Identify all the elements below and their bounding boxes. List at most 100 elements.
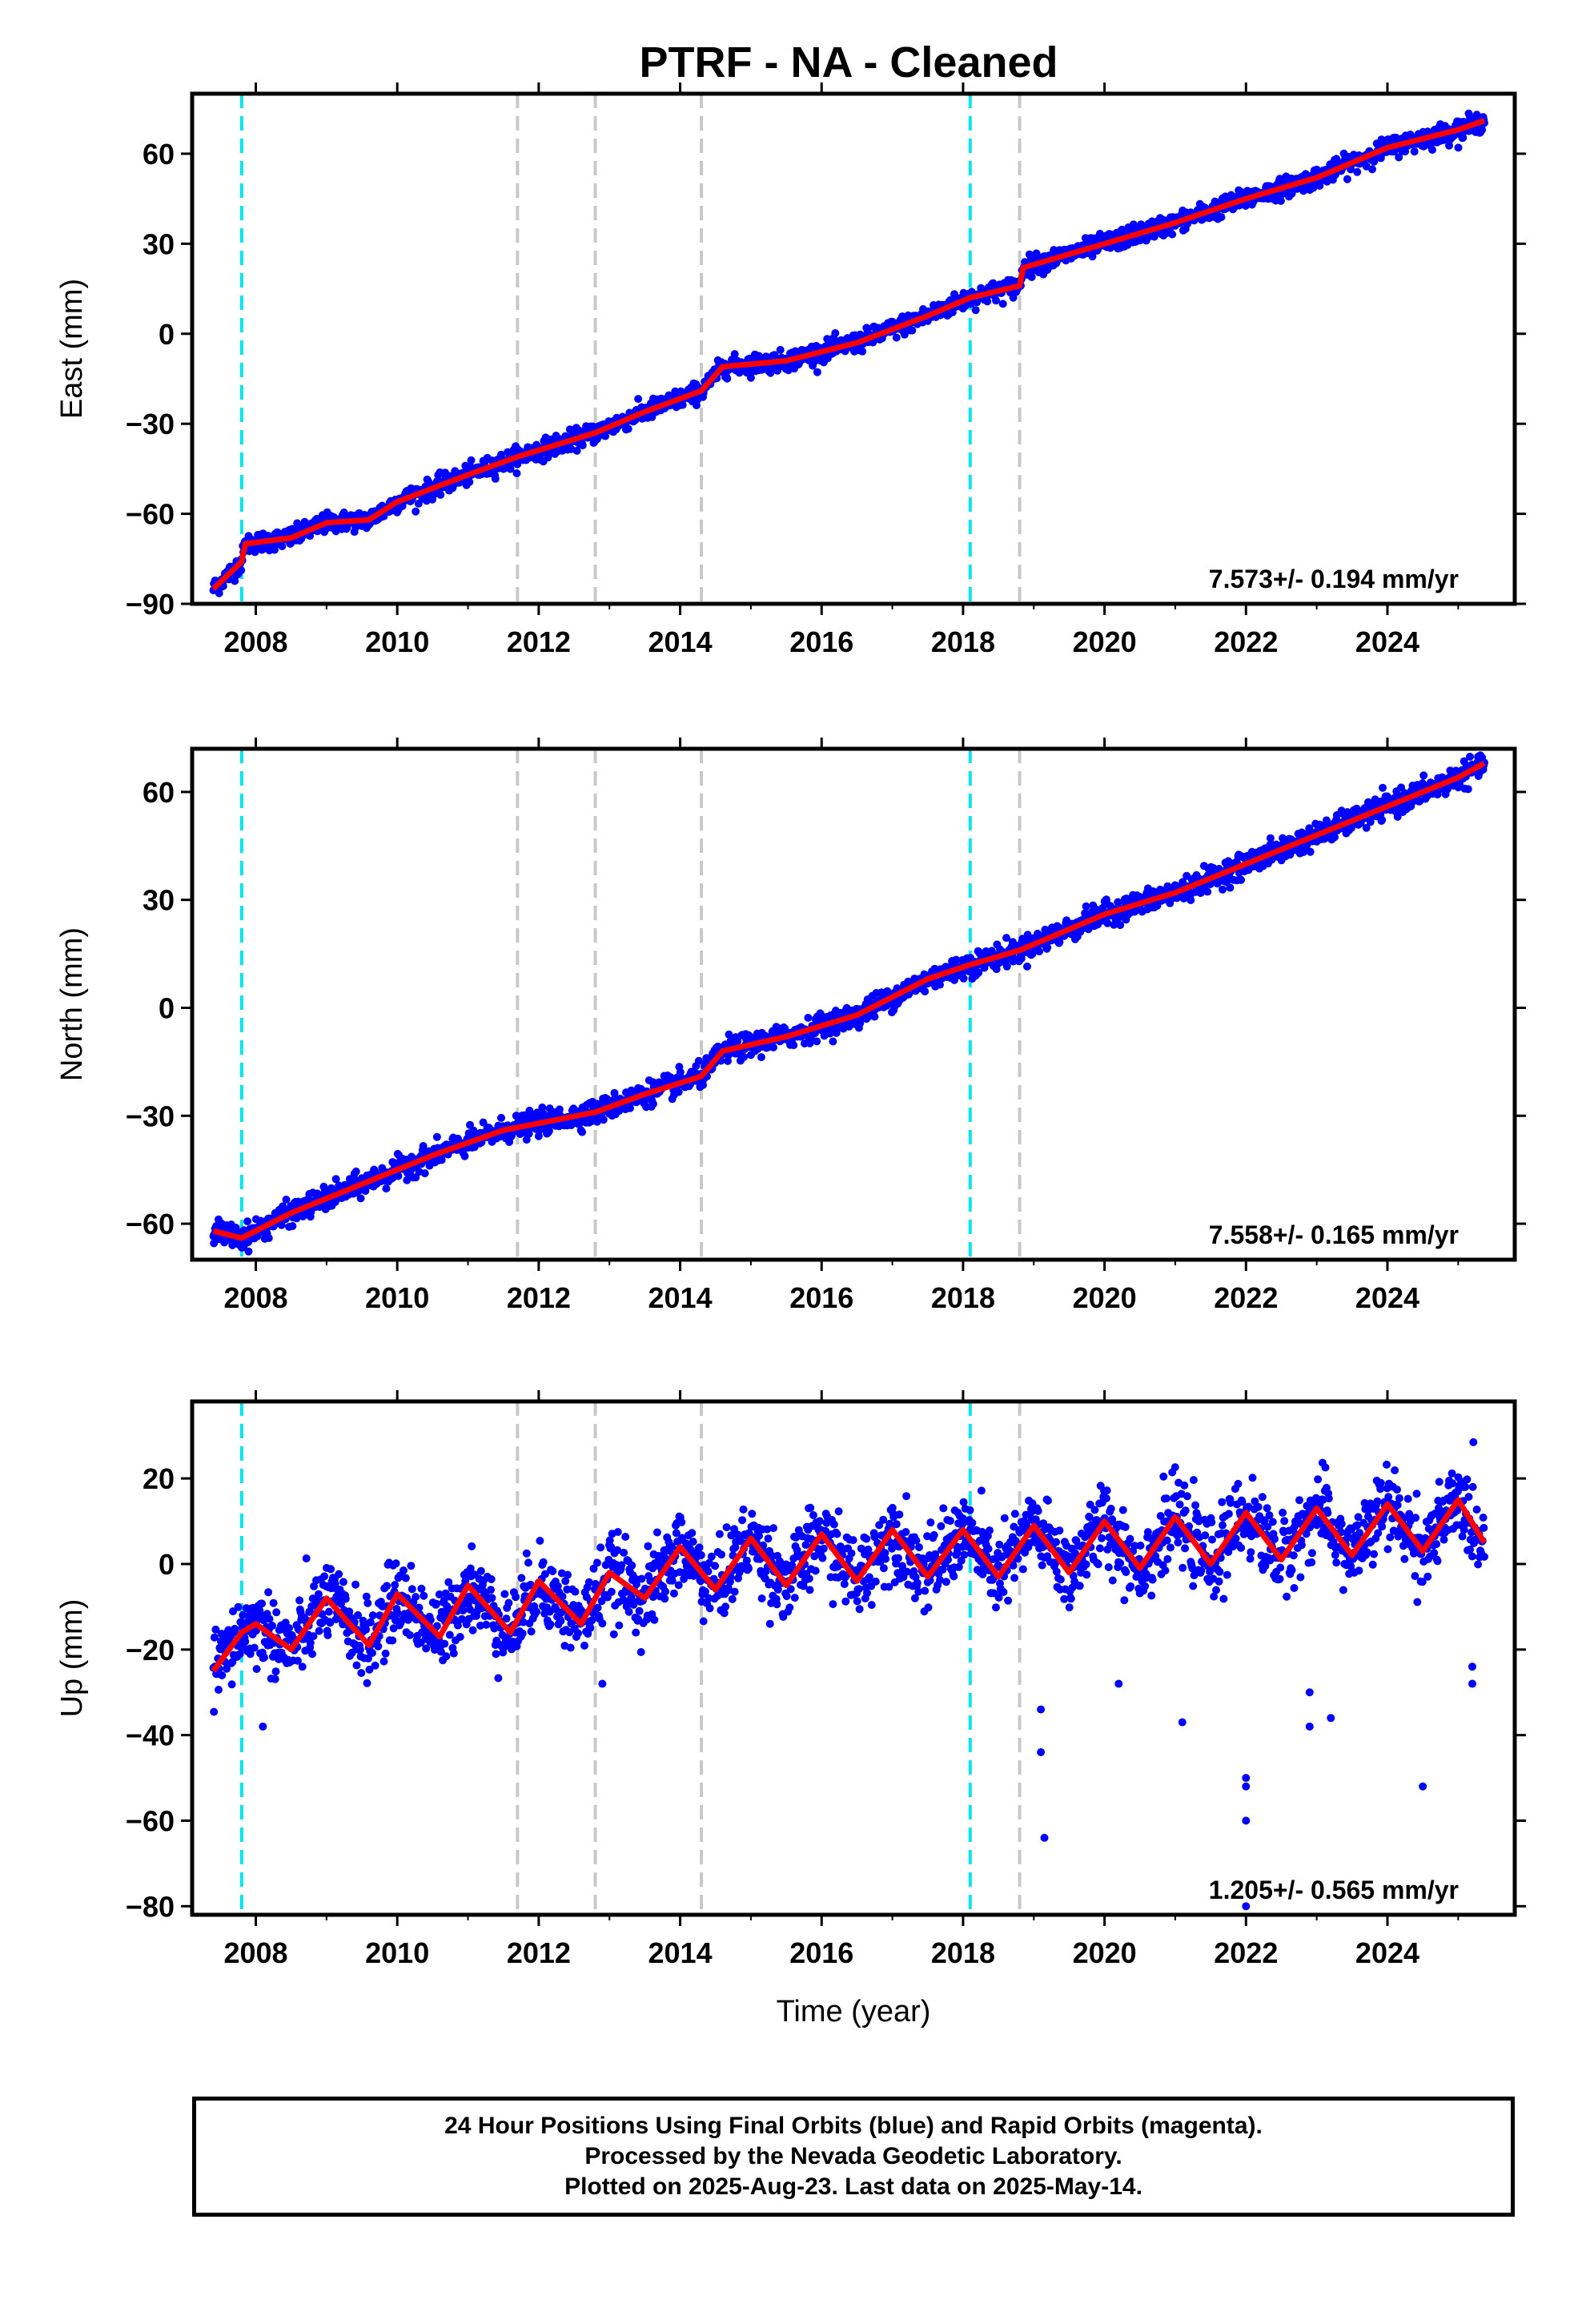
data-point [1276, 196, 1285, 205]
data-point [971, 306, 980, 315]
data-point [1287, 189, 1296, 198]
data-point [459, 1606, 468, 1614]
data-points [209, 1437, 1488, 1911]
data-point [415, 1603, 424, 1612]
data-point [626, 1104, 634, 1112]
data-point [331, 1579, 339, 1588]
data-point [394, 1172, 403, 1180]
data-point [362, 1592, 371, 1601]
data-point [674, 1088, 683, 1096]
data-point [444, 1578, 453, 1586]
data-point [211, 1625, 220, 1634]
data-point [1081, 909, 1090, 918]
data-point [388, 1636, 397, 1645]
data-point [524, 1129, 533, 1138]
data-point [1305, 824, 1314, 833]
y-tick-label: −30 [126, 408, 175, 440]
data-point [227, 1680, 236, 1689]
data-point [271, 1667, 280, 1676]
data-point [210, 1707, 219, 1716]
y-tick-label: 0 [159, 991, 175, 1024]
y-tick-label: 30 [143, 884, 175, 917]
data-point [432, 1599, 441, 1608]
data-point [241, 1637, 250, 1646]
data-point [453, 1621, 462, 1630]
data-point [306, 1638, 315, 1647]
x-tick-label: 2012 [507, 625, 571, 658]
x-tick-label: 2014 [648, 1281, 713, 1314]
data-point [1343, 175, 1351, 183]
data-point [298, 1663, 307, 1671]
data-point [314, 1590, 323, 1598]
data-point [1464, 785, 1472, 794]
data-point [393, 1609, 402, 1618]
data-point [1027, 273, 1036, 281]
data-point [1266, 834, 1275, 842]
data-point [959, 974, 968, 983]
data-point [366, 1618, 375, 1626]
data-point [804, 1013, 813, 1022]
data-point [1378, 815, 1387, 824]
data-point [1428, 146, 1436, 155]
data-point [383, 1582, 391, 1590]
data-point [723, 374, 732, 383]
data-point [1092, 905, 1101, 914]
data-point [368, 1611, 377, 1620]
data-point [1203, 887, 1212, 896]
data-point [293, 1656, 302, 1665]
data-point [324, 1607, 333, 1616]
data-point [740, 1052, 749, 1061]
data-point [382, 1184, 391, 1193]
data-point [936, 980, 944, 989]
y-tick-label: 60 [143, 138, 175, 171]
data-point [339, 1578, 347, 1586]
data-point [1237, 875, 1246, 884]
data-point [381, 1649, 390, 1658]
x-tick-label: 2020 [1073, 625, 1137, 658]
data-point [288, 1222, 297, 1230]
data-point [858, 347, 867, 356]
data-point [218, 1671, 227, 1679]
data-point [331, 1175, 340, 1184]
data-point [1197, 888, 1206, 897]
data-point [497, 450, 505, 459]
data-point [1082, 902, 1090, 911]
data-point [578, 441, 587, 450]
data-point [506, 464, 515, 473]
data-point [544, 1127, 553, 1136]
data-point [789, 1041, 798, 1050]
data-point [1395, 153, 1403, 162]
data-point [351, 1580, 360, 1589]
data-point [269, 1598, 278, 1607]
data-point [354, 1610, 362, 1619]
data-point [1379, 783, 1387, 792]
data-point [403, 1176, 412, 1184]
data-point [900, 330, 909, 339]
data-point [244, 1247, 253, 1256]
data-point [437, 1607, 446, 1616]
data-point [412, 507, 420, 516]
data-points [209, 749, 1488, 1256]
data-point [525, 1106, 534, 1115]
data-point [555, 1105, 564, 1114]
data-point [327, 1565, 335, 1574]
data-point [368, 1649, 376, 1657]
data-point [215, 1686, 223, 1694]
data-point [243, 1217, 252, 1226]
data-point [400, 1566, 408, 1574]
data-point [534, 1132, 543, 1140]
data-point [278, 542, 287, 551]
y-tick-label: −30 [126, 1100, 175, 1132]
data-point [497, 1113, 505, 1122]
data-point [813, 1037, 821, 1046]
data-point [365, 1665, 374, 1674]
data-point [1410, 147, 1419, 156]
data-point [436, 1647, 445, 1656]
y-tick-label: 60 [143, 776, 175, 809]
data-point [1322, 816, 1331, 825]
panels-layer: 2008 2010 2012 2014 2016 2018 2020 2022 2024−90−… [55, 82, 1526, 1969]
data-point [572, 446, 581, 455]
data-point [231, 577, 239, 585]
data-point [417, 1584, 426, 1593]
